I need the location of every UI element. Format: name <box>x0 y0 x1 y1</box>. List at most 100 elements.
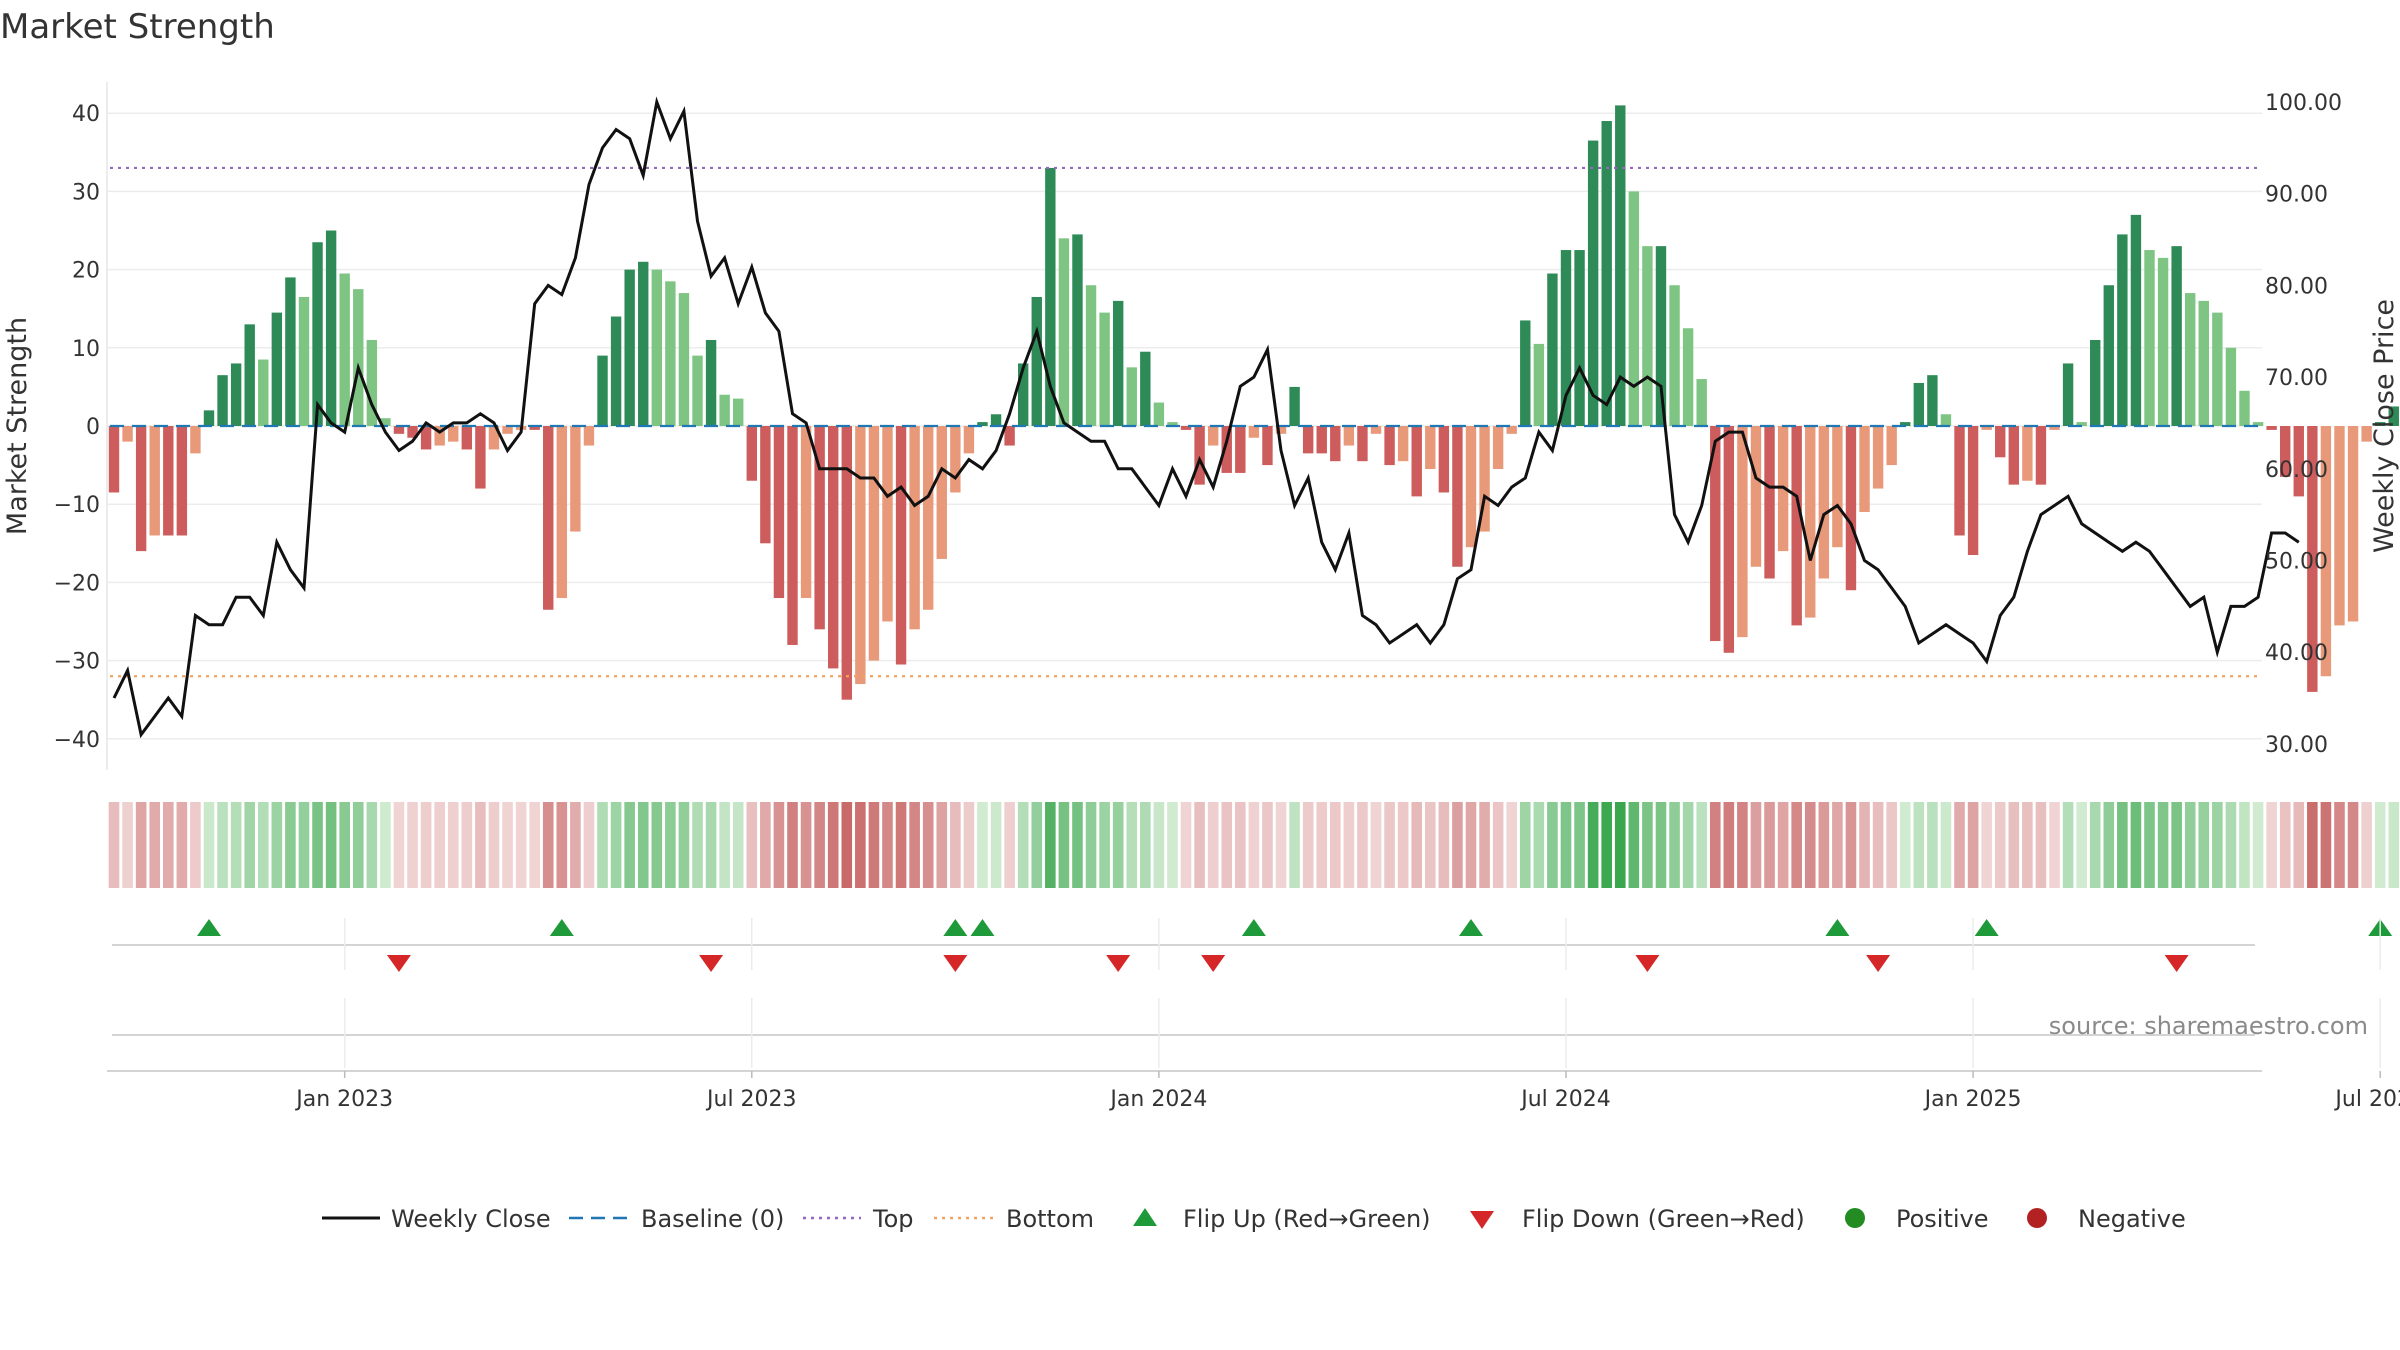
strength-bar <box>1995 426 2006 458</box>
heat-cell <box>841 802 853 888</box>
flip-up-marker <box>549 919 574 936</box>
strength-bar <box>990 414 1002 426</box>
heat-cell <box>868 802 880 888</box>
flip-up-marker <box>1974 919 1999 936</box>
heat-cell <box>447 802 459 888</box>
strength-bar <box>448 426 459 442</box>
y2-tick-label: 80.00 <box>2265 274 2328 299</box>
heat-cell <box>1777 802 1789 888</box>
heat-cell <box>244 802 255 888</box>
heat-cell <box>977 802 988 888</box>
heat-cell <box>1709 802 1721 888</box>
heat-cell <box>122 802 133 888</box>
strength-bar <box>312 242 323 426</box>
strength-bar <box>339 273 350 426</box>
heat-cell <box>1804 802 1816 888</box>
legend-positive-icon <box>1845 1208 1865 1228</box>
y2-axis-ticks: 100.00 90.00 80.00 70.00 60.00 50.00 40.00 30.0… <box>2265 91 2342 758</box>
strength-bar <box>1737 426 1748 638</box>
strength-bar <box>570 426 581 532</box>
strength-bar <box>1289 386 1300 426</box>
x-tick-label: Jul 2024 <box>1519 1087 1611 1112</box>
heat-cell <box>922 802 934 888</box>
legend-positive: Positive <box>1896 1205 1989 1233</box>
y-tick-label: −40 <box>54 728 100 753</box>
heat-cell <box>542 802 554 888</box>
heat-cell <box>2212 802 2223 888</box>
strength-bar <box>2035 426 2047 485</box>
strength-bar <box>1669 285 1680 426</box>
strength-bar <box>2103 285 2114 426</box>
heat-cell <box>108 802 120 888</box>
heat-cell <box>583 802 595 888</box>
strength-bar <box>163 426 174 536</box>
strength-bar <box>1072 234 1083 426</box>
strength-bar <box>1384 426 1395 466</box>
legend-weekly-close: Weekly Close <box>391 1205 551 1233</box>
heat-cell <box>1967 802 1979 888</box>
heat-cell <box>556 802 568 888</box>
y-tick-label: 0 <box>86 415 100 440</box>
heat-cell <box>909 802 920 888</box>
heat-cell <box>1126 802 1138 888</box>
strength-bar <box>1764 426 1775 579</box>
heat-cell <box>475 802 486 888</box>
heat-cell <box>1519 802 1531 888</box>
heat-cell <box>2252 802 2264 888</box>
strength-bar <box>2062 363 2074 426</box>
strength-bar <box>285 277 296 426</box>
strength-bar <box>353 289 364 426</box>
heat-cell <box>2388 802 2400 888</box>
strength-bar <box>1845 426 1857 591</box>
heat-cell <box>787 802 798 888</box>
y2-tick-label: 30.00 <box>2265 733 2328 758</box>
heat-cell <box>2307 802 2318 888</box>
heat-cell <box>1954 802 1965 888</box>
heat-cell <box>2239 802 2250 888</box>
strength-bar <box>2388 406 2399 426</box>
heat-cell <box>665 802 676 888</box>
heat-cell <box>2184 802 2196 888</box>
heat-cell <box>2103 802 2115 888</box>
strength-bar <box>651 269 662 426</box>
strength-bar <box>773 426 785 599</box>
heat-cell <box>1465 802 1477 888</box>
heat-cell <box>882 802 893 888</box>
x-tick-label: Jan 2023 <box>294 1087 393 1112</box>
strength-bar <box>420 426 432 450</box>
strength-bar <box>1452 426 1463 567</box>
strength-bar <box>2171 246 2182 426</box>
heat-cell <box>1642 802 1653 888</box>
legend-flip-up-icon <box>1133 1208 1157 1226</box>
strength-bar <box>1316 426 1327 454</box>
y-axis-ticks: 40 30 20 10 0 −10 −20 −30 −40 <box>54 102 100 753</box>
strength-bar <box>407 426 418 438</box>
strength-bar <box>217 375 228 426</box>
heat-cell <box>1316 802 1328 888</box>
heat-cell <box>1927 802 1938 888</box>
legend-flip-up: Flip Up (Red→Green) <box>1183 1205 1431 1233</box>
heat-cell <box>1452 802 1463 888</box>
x-axis-ticks: Jan 2023 Jul 2023 Jan 2024 Jul 2024 Jan 2025… <box>294 918 2400 1112</box>
flip-down-marker <box>2164 955 2189 972</box>
strength-bar <box>1004 426 1015 446</box>
heat-cell <box>1302 802 1314 888</box>
strength-bar <box>244 324 255 426</box>
heat-cell <box>162 802 174 888</box>
y2-tick-label: 100.00 <box>2265 91 2342 116</box>
y2-axis-label: Weekly Close Price <box>2369 299 2400 553</box>
strength-bar <box>1560 250 1572 426</box>
strength-bar <box>855 426 866 685</box>
heat-cell <box>1262 802 1273 888</box>
strength-bar <box>2347 426 2359 622</box>
heat-cell <box>1384 802 1395 888</box>
heat-cell <box>1438 802 1450 888</box>
strength-bar <box>950 426 961 493</box>
strength-bar <box>1235 426 1246 473</box>
flip-up-marker <box>1825 919 1850 936</box>
y-tick-label: −20 <box>54 571 100 596</box>
strength-bar <box>1791 426 1802 626</box>
heat-cell <box>1750 802 1762 888</box>
strength-bar <box>1859 426 1870 513</box>
